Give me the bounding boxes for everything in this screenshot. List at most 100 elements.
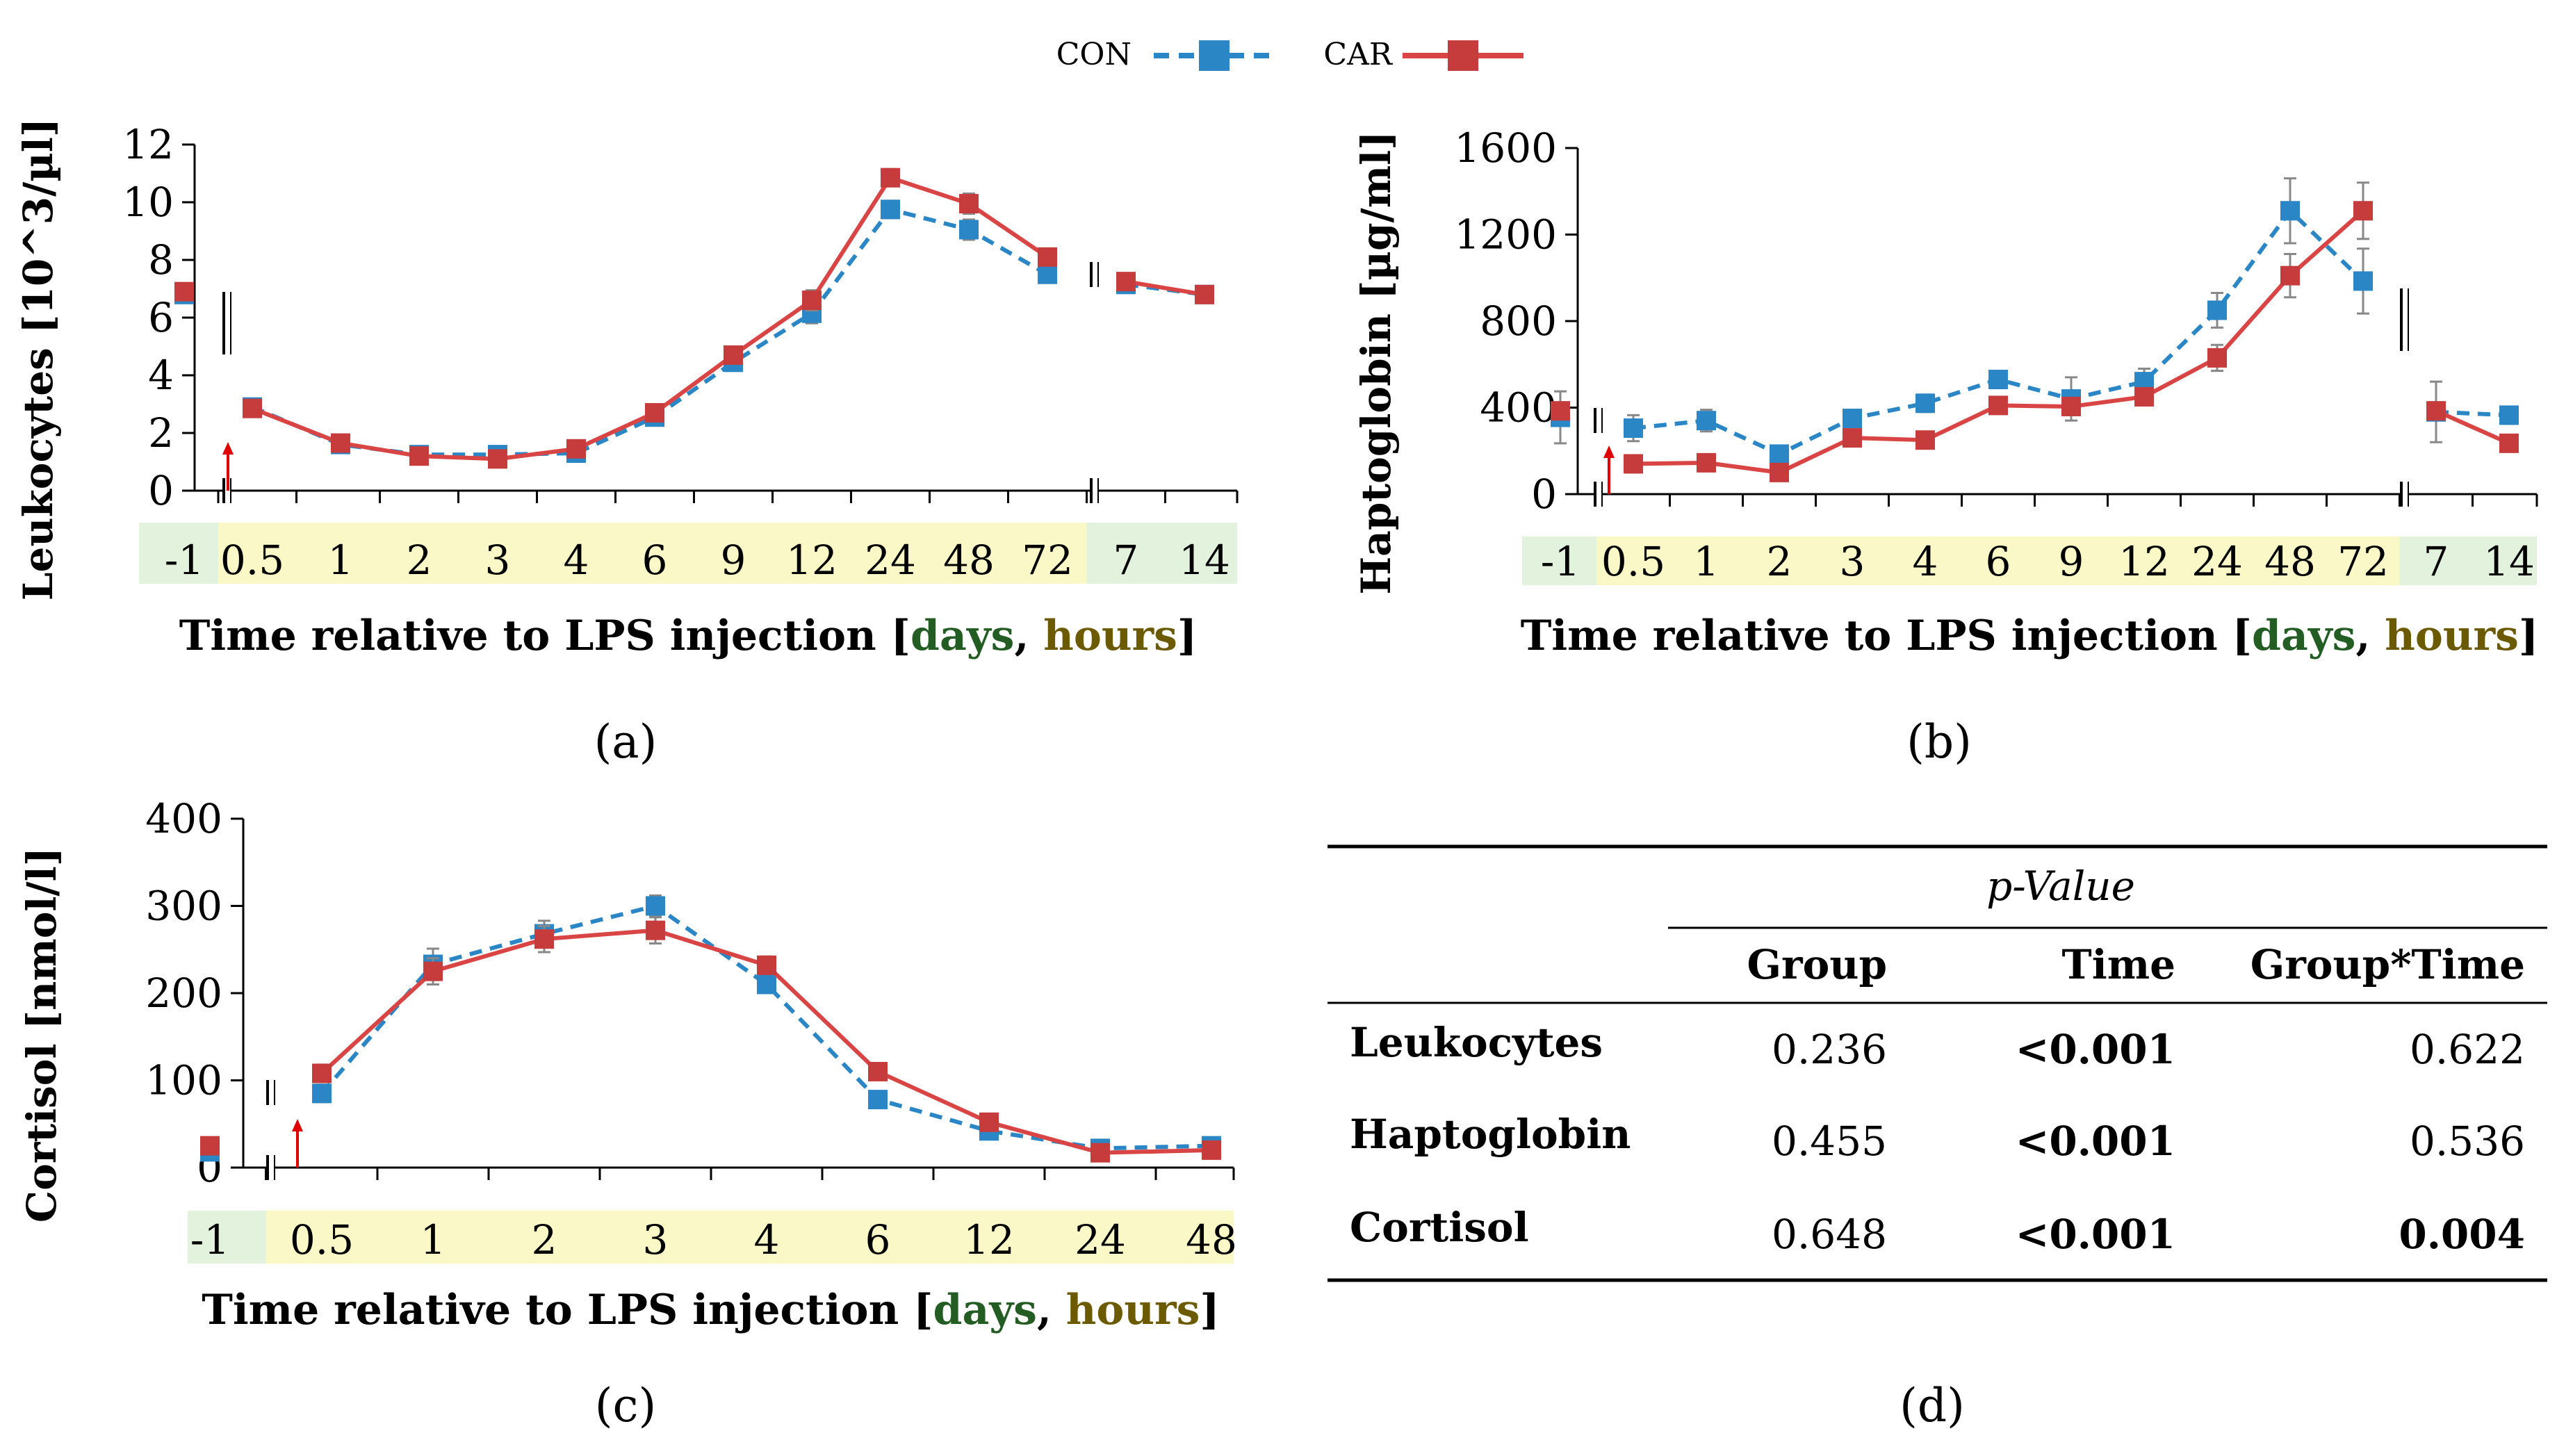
y-tick-label: 800	[1480, 297, 1557, 345]
x-axis-label-part: ]	[1177, 612, 1197, 660]
x-tick-label: 6	[1986, 538, 2011, 585]
time-band-hours	[1888, 537, 1962, 585]
x-tick-label: 72	[1022, 537, 1073, 584]
data-point-car	[646, 920, 665, 940]
data-point-con	[757, 974, 776, 995]
series-line-car	[2435, 409, 2510, 445]
data-point-car	[2499, 433, 2519, 453]
x-tick-label: 6	[865, 1216, 891, 1263]
data-point-car	[645, 402, 664, 423]
table-cell-cortisol-time: <0.001	[2016, 1211, 2175, 1258]
time-band-hours	[377, 1211, 489, 1263]
data-point-car	[2280, 265, 2300, 286]
time-band-hours	[1815, 537, 1889, 585]
x-axis-label-part: Time relative to LPS injection [	[202, 1286, 933, 1334]
x-tick-label: 1	[1694, 538, 1719, 585]
time-band-hours	[822, 1211, 933, 1263]
x-axis-label-part: days	[910, 612, 1014, 660]
data-point-car	[1915, 430, 1935, 450]
x-tick-label: 4	[754, 1216, 780, 1263]
time-band-hours	[929, 523, 1008, 584]
legend-car-label: CAR	[1323, 37, 1393, 72]
data-point-con	[1988, 370, 2008, 390]
y-tick-label: 2	[148, 409, 174, 457]
table-col-group-time: Group*Time	[2250, 941, 2525, 988]
data-point-con	[2353, 271, 2373, 291]
time-band-hours	[379, 523, 459, 584]
x-tick-label: 9	[2059, 538, 2084, 585]
time-band-hours	[772, 523, 851, 584]
data-point-car	[409, 446, 429, 466]
data-point-car	[1116, 272, 1136, 292]
y-tick-label: 10	[122, 179, 174, 226]
x-axis-label: Time relative to LPS injection [days, ho…	[1521, 612, 2539, 660]
x-tick-label: 24	[865, 537, 916, 584]
x-axis-label-part: ,	[1037, 1286, 1066, 1334]
data-point-con	[868, 1090, 888, 1110]
data-point-car	[312, 1063, 332, 1083]
y-tick-label: 1600	[1454, 124, 1557, 172]
time-band-hours	[1156, 1211, 1234, 1263]
data-point-car	[2426, 401, 2446, 421]
x-tick-label: 9	[721, 537, 746, 584]
x-axis-label: Time relative to LPS injection [days, ho…	[202, 1286, 1220, 1334]
x-tick-label: 0.5	[220, 537, 284, 584]
time-band-hours	[1742, 537, 1816, 585]
x-tick-label: 3	[485, 537, 511, 584]
data-point-car	[1697, 452, 1716, 473]
time-band-hours	[851, 523, 930, 584]
x-axis-label-part: days	[933, 1286, 1036, 1334]
y-tick-label: 0	[1531, 471, 1557, 518]
x-axis-label-part: days	[2252, 612, 2355, 660]
table-cell-cortisol-group-time: 0.004	[2399, 1211, 2525, 1258]
lps-arrow-head	[292, 1119, 303, 1131]
data-point-car	[868, 1061, 888, 1081]
table-cell-leukocytes-time: <0.001	[2016, 1026, 2175, 1073]
data-point-car	[2207, 347, 2227, 368]
y-tick-label: 100	[145, 1057, 222, 1104]
data-point-car	[331, 433, 350, 453]
x-axis-label-part: Time relative to LPS injection [	[1521, 612, 2252, 660]
x-tick-label: 1	[420, 1216, 446, 1263]
series-line-con	[1633, 208, 2365, 457]
data-point-car	[1843, 428, 1862, 448]
data-point-car	[1551, 401, 1570, 421]
data-point-car	[2061, 396, 2081, 416]
panel-label-b: (b)	[1906, 715, 1972, 769]
time-band-days	[188, 1211, 266, 1263]
y-tick-label: 8	[148, 236, 174, 284]
x-tick-label: 3	[643, 1216, 669, 1263]
data-point-con	[1843, 409, 1862, 429]
table-col-group: Group	[1747, 941, 1888, 988]
x-tick-label: 3	[1840, 538, 1865, 585]
x-tick-label: -1	[165, 537, 204, 584]
lps-arrow-head	[1603, 445, 1615, 458]
legend-con-marker	[1199, 40, 1230, 71]
data-point-car	[488, 449, 507, 469]
y-axis-label: Leukocytes [10^3/µl]	[15, 118, 62, 601]
x-tick-label: 7	[1113, 537, 1139, 584]
x-axis-label-part: ,	[2355, 612, 2385, 660]
x-tick-label: 2	[407, 537, 432, 584]
time-band-hours	[615, 523, 694, 584]
time-band-hours	[2326, 537, 2400, 585]
data-point-car	[1038, 247, 1057, 267]
data-point-con	[1770, 444, 1789, 464]
x-tick-label: 48	[943, 537, 995, 584]
table-cell-haptoglobin-group-time: 0.536	[2410, 1118, 2525, 1165]
y-tick-label: 12	[122, 121, 174, 168]
time-band-hours	[694, 523, 773, 584]
time-band-hours	[711, 1211, 822, 1263]
data-point-car	[423, 961, 443, 981]
series-line-con	[320, 903, 1212, 1151]
data-point-car	[757, 955, 776, 975]
data-point-con	[1915, 393, 1935, 414]
x-axis-label-part: Time relative to LPS injection [	[179, 612, 910, 660]
table-col-time: Time	[2062, 941, 2175, 988]
series-line-car	[1125, 279, 1205, 297]
data-point-car	[1624, 454, 1643, 474]
time-band-hours	[1008, 523, 1087, 584]
time-band-hours	[2180, 537, 2254, 585]
time-band-days	[139, 523, 218, 584]
